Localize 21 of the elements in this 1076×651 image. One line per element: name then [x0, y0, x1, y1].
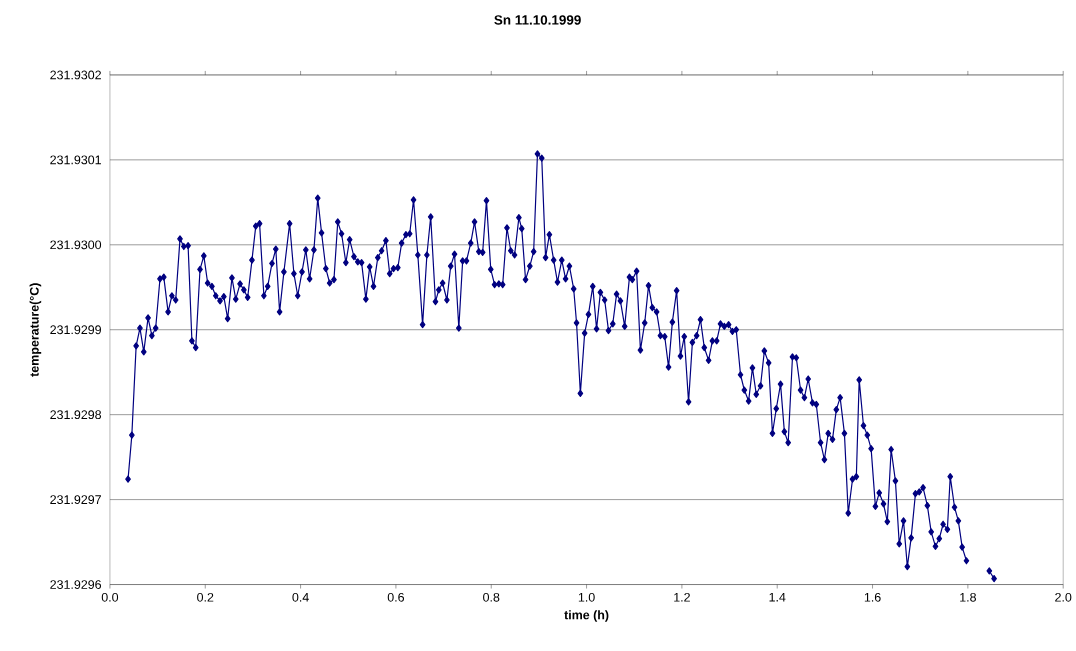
x-tick-label: 1.6 — [864, 592, 881, 602]
x-tick-label: 1.8 — [960, 592, 976, 602]
x-tick-label: 2.0 — [1055, 592, 1072, 602]
x-axis-title: time (h) — [564, 609, 609, 622]
y-tick-label: 231.9301 — [50, 155, 101, 165]
x-tick-label: 0.6 — [387, 592, 405, 602]
chart-title: Sn 11.10.1999 — [494, 14, 581, 25]
x-tick-label: 1.2 — [674, 592, 690, 602]
x-tick-label: 0.2 — [197, 592, 214, 602]
x-tick-label: 1.0 — [578, 592, 595, 602]
x-tick-label: 0.8 — [483, 592, 500, 602]
x-tick-label: 0.4 — [292, 592, 309, 602]
y-axis-title: temperature(°C) — [29, 283, 42, 377]
y-tick-label: 231.9297 — [50, 494, 101, 504]
x-tick-label: 1.4 — [769, 592, 786, 602]
y-tick-label: 231.9296 — [50, 579, 102, 589]
y-tick-label: 231.9300 — [50, 240, 102, 249]
y-tick-label: 231.9299 — [50, 325, 101, 334]
x-tick-label: 0.0 — [101, 592, 119, 602]
y-tick-label: 231.9298 — [50, 410, 102, 419]
y-tick-label: 231.9302 — [50, 70, 101, 80]
